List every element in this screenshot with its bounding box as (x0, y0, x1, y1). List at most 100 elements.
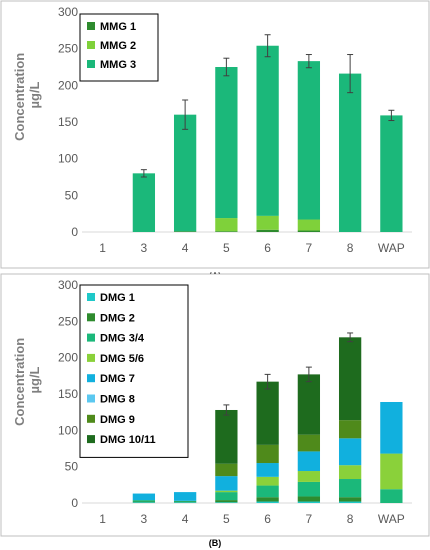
chart-b-bar-5-dmg-7 (215, 476, 238, 491)
chart-b-ytick-1: 50 (65, 460, 79, 474)
chart-b-bar-WAP-dmg-5-6 (380, 453, 403, 490)
chart-b-legend-label-6: DMG 9 (100, 414, 135, 426)
chart-a-xtick-8: 8 (347, 241, 354, 255)
chart-b-bar-6-dmg-10-11 (256, 381, 279, 445)
chart-b-legend-frame (79, 284, 189, 458)
chart-b-bar-4-dmg-2 (173, 501, 197, 503)
chart-b-bar-8-dmg-3-4 (338, 479, 362, 498)
chart-b-bar-8-dmg-2 (338, 497, 362, 502)
chart-b-legend-swatch-5 (87, 394, 95, 403)
chart-b-xtick-5: 5 (223, 512, 230, 526)
chart-a-bar-3-mmg-3 (132, 173, 156, 232)
chart-a-bar-7-mmg-1 (297, 230, 321, 232)
panel-b-ylabel-line2: µg/L (27, 366, 42, 393)
chart-b-legend-label-0: DMG 1 (100, 292, 135, 304)
chart-b-xtick-6: 6 (264, 512, 271, 526)
chart-a-xtick-WAP: WAP (378, 241, 405, 255)
chart-a-legend-label-2: MMG 3 (100, 59, 136, 71)
chart-b-bar-5-dmg-3-4 (215, 492, 238, 501)
chart-b-bar-6-dmg-1 (256, 501, 279, 503)
chart-b-ytick-0: 0 (71, 496, 78, 510)
chart-b-bar-6-dmg-9 (256, 444, 279, 464)
chart-a-xtick-5: 5 (223, 241, 230, 255)
chart-a-legend-swatch-1 (87, 41, 95, 49)
chart-a-ytick-3: 150 (58, 115, 78, 129)
chart-a-xtick-7: 7 (306, 241, 313, 255)
chart-a-bar-5-mmg-2 (215, 218, 238, 232)
chart-b-legend-swatch-7 (87, 435, 95, 444)
chart-b-bar-3-dmg-2 (132, 501, 156, 503)
chart-b-bar-8-dmg-7 (338, 438, 362, 466)
chart-b-bar-4-dmg-7 (173, 492, 197, 501)
chart-b-legend-label-1: DMG 2 (100, 312, 135, 324)
panel-a-ylabel-line1: Concentration (12, 53, 27, 141)
chart-a-xtick-6: 6 (264, 241, 271, 255)
chart-a-bar-WAP-mmg-3 (380, 115, 403, 232)
panel-b-label: (B) (209, 538, 222, 548)
chart-a-legend-swatch-2 (87, 60, 95, 68)
chart-b-legend: DMG 1 DMG 2 DMG 3/4 DMG 5/6 DMG 7 DMG 8 DMG 9 D… (79, 284, 189, 458)
chart-b-bar-7-dmg-5-6 (297, 471, 321, 482)
chart-a-xtick-3: 3 (141, 241, 148, 255)
chart-b-bar-7-dmg-2 (297, 496, 321, 502)
chart-b-xtick-1: 1 (99, 512, 106, 526)
chart-b-legend-label-7: DMG 10/11 (100, 434, 156, 446)
panel-b-ylabel: Concentration µg/L (12, 334, 42, 426)
chart-b-bar-5-dmg-10-11 (215, 409, 238, 464)
chart-a-bar-4-mmg-3 (173, 114, 197, 232)
chart-a-legend-swatch-0 (87, 22, 95, 30)
chart-b-legend-swatch-0 (87, 293, 95, 301)
chart-b-xtick-4: 4 (182, 512, 189, 526)
chart-a-bar-5-mmg-3 (215, 67, 238, 219)
chart-b-bar-8-dmg-5-6 (338, 465, 362, 480)
chart-b-bar-3-dmg-1 (132, 502, 156, 503)
chart-b-bar-7-dmg-7 (297, 451, 321, 472)
chart-b-xtick-3: 3 (141, 512, 148, 526)
chart-a-ytick-5: 250 (58, 42, 78, 56)
chart-a-bar-7-mmg-2 (297, 219, 321, 231)
chart-b-xtick-WAP: WAP (378, 512, 405, 526)
chart-a-bar-6-mmg-3 (256, 45, 279, 216)
chart-b-legend-swatch-1 (87, 313, 95, 322)
chart-b-bar-6-dmg-5-6 (256, 476, 279, 486)
chart-b-bar-5-dmg-1 (215, 502, 238, 503)
chart-a-bar-8-mmg-3 (338, 73, 362, 232)
chart-b-bar-8-dmg-9 (338, 420, 362, 439)
chart-b-bar-5-dmg-5-6 (215, 490, 238, 493)
chart-a-bar-7-mmg-3 (297, 61, 321, 220)
chart-a-ytick-2: 100 (58, 152, 78, 166)
chart-b-legend-swatch-4 (87, 374, 95, 383)
chart-b-legend-swatch-2 (87, 333, 95, 342)
chart-b-bar-8-dmg-1 (338, 501, 362, 503)
chart-a-bar-4-mmg-1 (173, 231, 197, 232)
chart-a-bar-5-mmg-1 (215, 231, 238, 232)
chart-b-xtick-8: 8 (347, 512, 354, 526)
chart-b-ytick-3: 150 (58, 387, 78, 401)
chart-b-bar-WAP-dmg-7 (380, 401, 403, 454)
chart-b-xtick-7: 7 (306, 512, 313, 526)
panel-a-ylabel-line2: µg/L (27, 81, 42, 108)
chart-b-bar-4-dmg-1 (173, 502, 197, 503)
chart-b-ytick-4: 200 (58, 351, 78, 365)
panel-b-ylabel-line1: Concentration (12, 338, 27, 426)
chart-a-xtick-1: 1 (99, 241, 106, 255)
panel-a-ylabel: Concentration µg/L (12, 49, 42, 141)
chart-b-legend-label-4: DMG 7 (100, 373, 135, 385)
chart-a-ytick-1: 50 (65, 188, 79, 202)
chart-b-bar-5-dmg-9 (215, 463, 238, 477)
chart-b-legend-swatch-6 (87, 414, 95, 423)
chart-a-bar-6-mmg-1 (256, 229, 279, 232)
chart-b-ytick-5: 250 (58, 314, 78, 328)
panel-b-frame (0, 273, 430, 537)
chart-a-ytick-0: 0 (71, 225, 78, 239)
chart-b-bar-6-dmg-2 (256, 497, 279, 502)
chart-a-xtick-4: 4 (182, 241, 189, 255)
chart-b-ytick-6: 300 (58, 278, 78, 292)
chart-b-bar-WAP-dmg-3-4 (380, 489, 403, 503)
chart-a-legend-label-1: MMG 2 (100, 40, 136, 52)
